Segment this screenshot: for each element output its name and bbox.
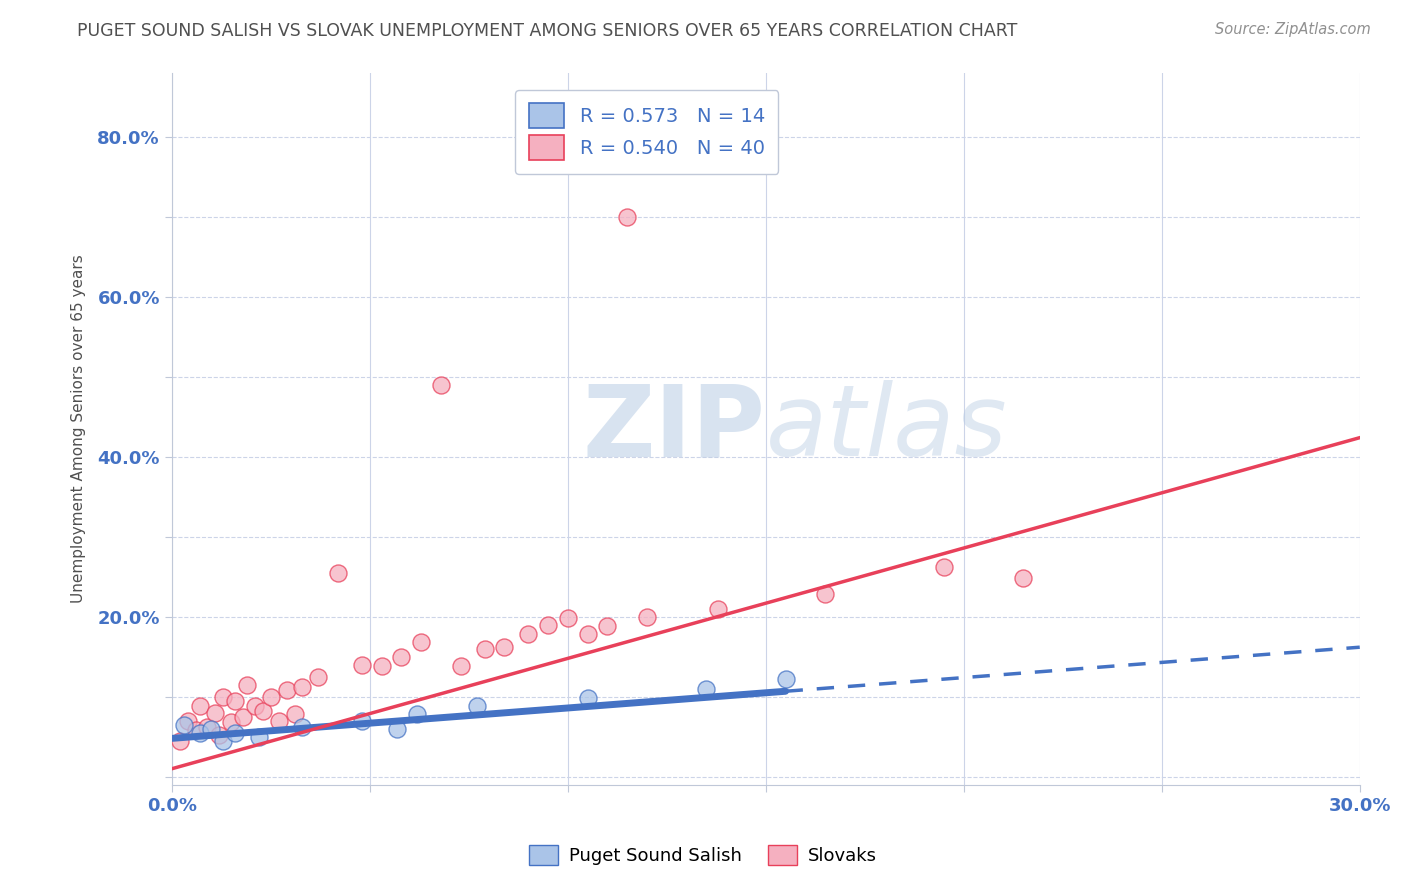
Point bbox=[350, 657, 373, 672]
Point bbox=[283, 707, 305, 722]
Point bbox=[197, 720, 219, 734]
Point bbox=[184, 723, 207, 738]
Point bbox=[291, 680, 314, 694]
Point bbox=[350, 714, 373, 728]
Y-axis label: Unemployment Among Seniors over 65 years: Unemployment Among Seniors over 65 years bbox=[72, 254, 86, 603]
Point bbox=[616, 210, 638, 224]
Point bbox=[200, 722, 222, 736]
Point bbox=[576, 627, 599, 641]
Point bbox=[219, 715, 242, 730]
Point bbox=[232, 710, 254, 724]
Point bbox=[450, 659, 472, 673]
Point bbox=[465, 699, 488, 714]
Point bbox=[814, 587, 837, 601]
Point bbox=[188, 699, 211, 714]
Point bbox=[636, 609, 658, 624]
Point bbox=[494, 640, 516, 655]
Point bbox=[517, 627, 540, 641]
Point bbox=[267, 714, 290, 728]
Point bbox=[224, 694, 246, 708]
Point bbox=[474, 641, 496, 656]
Point bbox=[387, 722, 409, 736]
Point bbox=[695, 681, 717, 696]
Point bbox=[537, 617, 560, 632]
Point bbox=[243, 699, 266, 714]
Point bbox=[236, 678, 259, 692]
Point bbox=[370, 659, 392, 673]
Point bbox=[260, 690, 283, 704]
Point bbox=[276, 683, 298, 698]
Point bbox=[707, 602, 730, 616]
Point bbox=[576, 691, 599, 706]
Point bbox=[291, 720, 314, 734]
Text: PUGET SOUND SALISH VS SLOVAK UNEMPLOYMENT AMONG SENIORS OVER 65 YEARS CORRELATIO: PUGET SOUND SALISH VS SLOVAK UNEMPLOYMEN… bbox=[77, 22, 1018, 40]
Point bbox=[252, 704, 274, 718]
Point bbox=[176, 714, 198, 728]
Text: ZIP: ZIP bbox=[583, 380, 766, 477]
Point bbox=[212, 690, 235, 704]
Point bbox=[307, 670, 329, 684]
Text: Source: ZipAtlas.com: Source: ZipAtlas.com bbox=[1215, 22, 1371, 37]
Point bbox=[212, 733, 235, 747]
Point bbox=[430, 377, 453, 392]
Point bbox=[204, 706, 226, 720]
Point bbox=[224, 725, 246, 739]
Text: atlas: atlas bbox=[766, 380, 1007, 477]
Point bbox=[932, 560, 955, 574]
Point bbox=[596, 619, 619, 633]
Point bbox=[406, 707, 429, 722]
Point bbox=[411, 635, 433, 649]
Point bbox=[557, 611, 579, 625]
Point bbox=[1012, 571, 1035, 585]
Point bbox=[208, 728, 231, 742]
Point bbox=[247, 730, 270, 744]
Point bbox=[169, 733, 191, 747]
Point bbox=[775, 672, 797, 686]
Point bbox=[173, 718, 195, 732]
Point bbox=[188, 725, 211, 739]
Legend: Puget Sound Salish, Slovaks: Puget Sound Salish, Slovaks bbox=[522, 838, 884, 872]
Point bbox=[391, 649, 413, 664]
Legend: R = 0.573   N = 14, R = 0.540   N = 40: R = 0.573 N = 14, R = 0.540 N = 40 bbox=[516, 90, 779, 174]
Point bbox=[326, 566, 349, 580]
